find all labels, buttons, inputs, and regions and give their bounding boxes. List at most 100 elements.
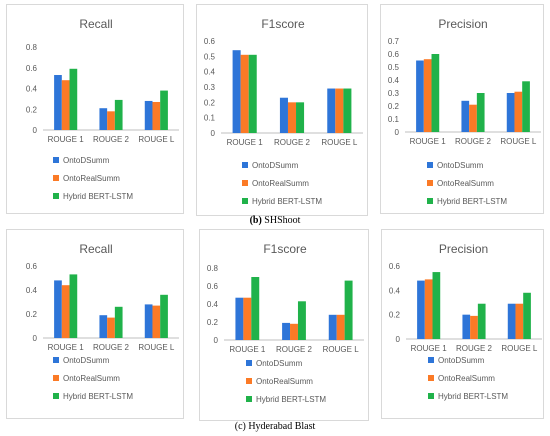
y-tick-label: 0.2 — [26, 310, 38, 319]
bar — [417, 280, 425, 339]
x-tick-label: ROUGE L — [323, 345, 360, 354]
chart-title: Recall — [79, 242, 112, 256]
legend-swatch — [242, 162, 248, 168]
bar — [69, 274, 78, 338]
y-tick-label: 0 — [396, 335, 401, 344]
bar — [279, 97, 288, 133]
chart-svg: Recall 0 0.2 0.4 0.6 0.8 ROUGE 1 ROUGE 2 ROUGE L… — [26, 17, 179, 201]
bar — [61, 80, 70, 130]
bar — [107, 317, 115, 338]
shshoot-f1score-chart: F1score 0 0.1 0.2 0.3 0.4 0.5 0.6 ROUGE 1 ROUGE 2… — [196, 4, 368, 216]
x-tick-label: ROUGE 1 — [227, 138, 264, 147]
x-tick-label: ROUGE L — [138, 135, 175, 144]
y-tick-label: 0.2 — [204, 98, 216, 107]
y-tick-label: 0.6 — [26, 64, 38, 73]
bar — [462, 314, 471, 339]
caption-letter: (b) — [249, 215, 262, 226]
bar — [336, 314, 345, 340]
bar — [328, 314, 337, 340]
legend-label: OntoRealSumm — [63, 174, 120, 183]
legend-swatch — [242, 180, 248, 186]
bar — [152, 101, 161, 130]
x-tick-label: ROUGE 2 — [276, 345, 313, 354]
bar — [160, 90, 168, 130]
bar — [469, 104, 477, 132]
x-tick-label: ROUGE L — [501, 344, 538, 353]
bar — [461, 100, 470, 132]
y-tick-label: 0.4 — [207, 300, 219, 309]
y-tick-label: 0.6 — [207, 282, 219, 291]
legend-label: OntoRealSumm — [438, 374, 495, 383]
y-tick-label: 0.7 — [388, 37, 400, 46]
bar — [297, 301, 306, 340]
caption-hyderabad: (c) Hyderabad Blast — [0, 421, 550, 432]
legend-label: OntoRealSumm — [63, 374, 120, 383]
x-tick-label: ROUGE 2 — [455, 137, 492, 146]
x-tick-label: ROUGE L — [321, 138, 358, 147]
bar — [240, 54, 249, 133]
y-tick-label: 0.5 — [388, 63, 400, 72]
legend-label: OntoDSumm — [438, 356, 485, 365]
legend-swatch — [246, 378, 252, 384]
bar — [424, 279, 433, 339]
legend-label: OntoDSumm — [256, 359, 303, 368]
bar — [506, 93, 515, 132]
x-tick-label: ROUGE 1 — [48, 343, 85, 352]
chart-svg: Precision 0 0.2 0.4 0.6 ROUGE 1 ROUGE 2 ROUGE L… — [389, 242, 542, 401]
bar — [248, 54, 257, 133]
bar — [107, 111, 115, 130]
legend-label: Hybrid BERT-LSTM — [63, 192, 133, 201]
x-tick-label: ROUGE 1 — [410, 137, 447, 146]
hyderabad-precision-chart: Precision 0 0.2 0.4 0.6 ROUGE 1 ROUGE 2 ROUGE L… — [381, 229, 544, 419]
y-tick-label: 0.4 — [389, 286, 401, 295]
bar — [152, 305, 161, 338]
y-tick-label: 0.6 — [388, 50, 400, 59]
chart-title: Precision — [438, 17, 487, 31]
legend-label: Hybrid BERT-LSTM — [438, 392, 508, 401]
caption-name: SHShoot — [264, 215, 301, 226]
bar — [232, 50, 241, 134]
bar — [69, 68, 78, 130]
bar — [477, 303, 486, 339]
bar — [114, 306, 123, 338]
legend-swatch — [53, 357, 59, 363]
bar — [99, 315, 108, 338]
y-tick-label: 0.2 — [388, 102, 400, 111]
x-tick-label: ROUGE 2 — [93, 135, 130, 144]
bar — [144, 304, 153, 338]
chart-svg: Precision 0 0.1 0.2 0.3 0.4 0.5 0.6 0.7 ROUGE 1 RO… — [388, 17, 541, 206]
legend-swatch — [53, 175, 59, 181]
y-tick-label: 0 — [211, 129, 216, 138]
y-tick-label: 0 — [33, 126, 38, 135]
bar — [416, 60, 424, 132]
bar — [515, 303, 524, 339]
y-tick-label: 0.2 — [389, 311, 401, 320]
bar — [327, 88, 336, 133]
legend-label: Hybrid BERT-LSTM — [437, 197, 507, 206]
bar — [507, 303, 516, 339]
legend-label: OntoDSumm — [63, 356, 110, 365]
bar — [344, 280, 353, 340]
y-tick-label: 0.6 — [389, 262, 401, 271]
legend-swatch — [427, 198, 433, 204]
y-tick-label: 0.2 — [26, 105, 38, 114]
bar — [160, 294, 168, 338]
bar — [523, 292, 531, 339]
legend-label: OntoDSumm — [63, 156, 110, 165]
legend-swatch — [53, 375, 59, 381]
legend-swatch — [53, 193, 59, 199]
bar — [476, 93, 485, 132]
legend-swatch — [428, 393, 434, 399]
x-tick-label: ROUGE 1 — [411, 344, 448, 353]
chart-title: Recall — [79, 17, 112, 31]
legend-swatch — [428, 357, 434, 363]
x-tick-label: ROUGE 2 — [274, 138, 311, 147]
legend-label: OntoDSumm — [437, 161, 484, 170]
shshoot-precision-chart: Precision 0 0.1 0.2 0.3 0.4 0.5 0.6 0.7 ROUGE 1 RO… — [380, 4, 544, 214]
chart-title: F1score — [261, 17, 305, 31]
y-tick-label: 0.8 — [26, 43, 38, 52]
legend-label: OntoRealSumm — [437, 179, 494, 188]
legend-swatch — [53, 393, 59, 399]
legend-swatch — [53, 157, 59, 163]
legend-swatch — [242, 198, 248, 204]
